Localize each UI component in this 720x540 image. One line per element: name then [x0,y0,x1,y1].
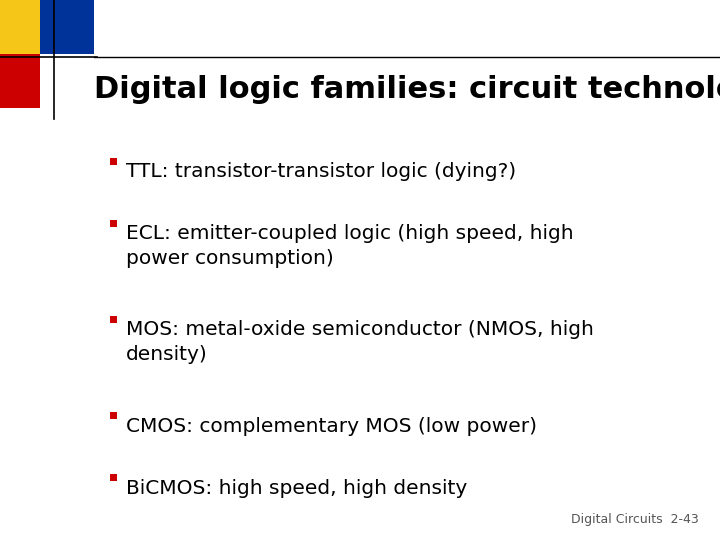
Text: Digital logic families: circuit technology: Digital logic families: circuit technolo… [94,75,720,104]
Text: CMOS: complementary MOS (low power): CMOS: complementary MOS (low power) [126,417,537,436]
Bar [110,474,117,482]
Bar [110,220,117,227]
Bar [110,158,117,165]
Text: BiCMOS: high speed, high density: BiCMOS: high speed, high density [126,479,467,498]
Text: MOS: metal-oxide semiconductor (NMOS, high
density): MOS: metal-oxide semiconductor (NMOS, hi… [126,320,594,364]
Text: TTL: transistor-transistor logic (dying?): TTL: transistor-transistor logic (dying?… [126,162,516,181]
Text: ECL: emitter-coupled logic (high speed, high
power consumption): ECL: emitter-coupled logic (high speed, … [126,224,574,268]
Bar [110,412,117,420]
Bar [110,316,117,323]
Bar [75,84,84,93]
Text: Digital Circuits  2-43: Digital Circuits 2-43 [571,514,698,526]
